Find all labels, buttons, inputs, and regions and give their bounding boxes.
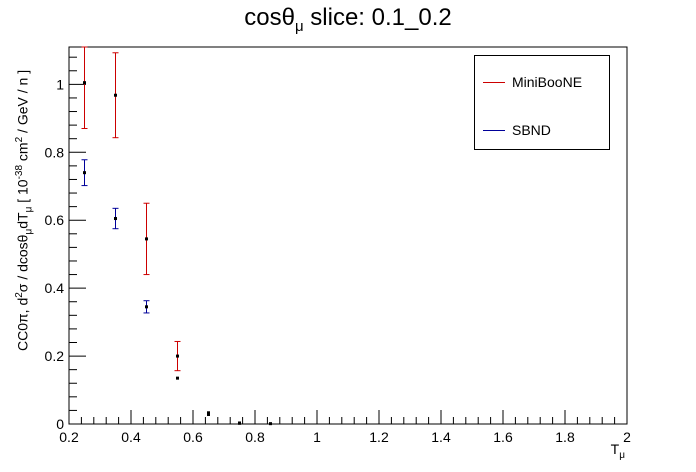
legend-swatch-sbnd [483,130,505,131]
legend-label-miniboone: MiniBooNE [512,74,583,90]
y-tick-label: 0.8 [45,144,65,160]
legend-swatch-miniboone [483,82,505,83]
y-tick-label: 0.4 [45,280,65,296]
x-axis-title: Tμ [610,441,625,461]
x-tick-label: 0.2 [59,429,79,445]
data-point-miniboone [83,81,86,85]
chart-title: cosθμ slice: 0.1_0.2 [244,4,452,35]
y-tick-label: 0 [56,416,64,432]
data-point-sbnd [207,412,210,416]
x-tick-label: 1 [313,429,321,445]
data-point-miniboone [176,354,179,358]
x-tick-label: 1.2 [369,429,389,445]
y-tick-label: 0.2 [45,348,65,364]
data-point-miniboone [269,422,272,426]
plot-frame [68,46,628,425]
data-point-miniboone [145,237,148,241]
data-point-sbnd [176,376,179,380]
y-tick-label: 0.6 [45,212,65,228]
x-tick-label: 2 [623,429,631,445]
data-point-miniboone [207,411,210,415]
x-tick-label: 0.4 [121,429,141,445]
y-tick-label: 1 [56,76,64,92]
data-point-miniboone [114,93,117,97]
data-point-sbnd [238,421,241,425]
legend: MiniBooNE SBND [474,55,610,150]
legend-label-sbnd: SBND [512,122,551,138]
legend-item-sbnd: SBND [475,120,611,140]
x-tick-label: 1.4 [431,429,451,445]
data-point-sbnd [83,171,86,175]
x-tick-label: 1.6 [493,429,513,445]
data-point-sbnd [145,305,148,309]
x-tick-label: 1.8 [555,429,575,445]
x-tick-label: 0.8 [245,429,265,445]
y-axis-title: CC0π, d2σ / dcosθμdTμ [ 10-38 cm2 / GeV … [14,69,35,351]
data-point-sbnd [114,217,117,221]
legend-item-miniboone: MiniBooNE [475,72,611,92]
x-tick-label: 0.6 [183,429,203,445]
